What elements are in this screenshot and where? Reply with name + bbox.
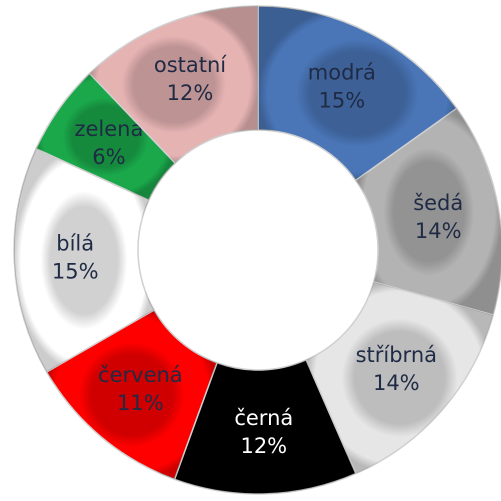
value-label: 12%: [167, 81, 214, 105]
value-label: 15%: [52, 260, 99, 284]
category-label: ostatní: [154, 53, 227, 77]
category-label: modrá: [308, 60, 376, 84]
value-label: 15%: [319, 88, 366, 112]
value-label: 11%: [117, 391, 164, 415]
value-label: 14%: [415, 219, 462, 243]
value-label: 12%: [240, 434, 287, 458]
category-label: černá: [234, 406, 293, 430]
category-label: červená: [98, 363, 183, 387]
category-label: šedá: [413, 191, 463, 215]
category-label: stříbrná: [356, 343, 437, 367]
value-label: 6%: [92, 145, 125, 169]
category-label: zelená: [74, 117, 143, 141]
category-label: bílá: [56, 232, 94, 256]
value-label: 14%: [373, 371, 420, 395]
